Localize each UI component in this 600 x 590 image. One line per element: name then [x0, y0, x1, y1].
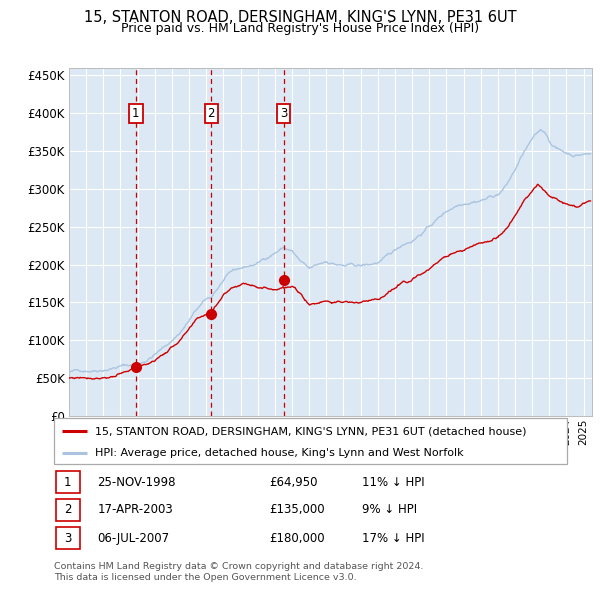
Text: Contains HM Land Registry data © Crown copyright and database right 2024.: Contains HM Land Registry data © Crown c… — [54, 562, 424, 571]
Text: 17-APR-2003: 17-APR-2003 — [98, 503, 173, 516]
Text: 9% ↓ HPI: 9% ↓ HPI — [362, 503, 417, 516]
FancyBboxPatch shape — [56, 527, 80, 549]
Text: 3: 3 — [64, 532, 71, 545]
Text: £135,000: £135,000 — [269, 503, 325, 516]
Text: £180,000: £180,000 — [269, 532, 325, 545]
Text: £64,950: £64,950 — [269, 476, 318, 489]
Text: 11% ↓ HPI: 11% ↓ HPI — [362, 476, 424, 489]
Text: 25-NOV-1998: 25-NOV-1998 — [98, 476, 176, 489]
Text: This data is licensed under the Open Government Licence v3.0.: This data is licensed under the Open Gov… — [54, 573, 356, 582]
Text: 17% ↓ HPI: 17% ↓ HPI — [362, 532, 424, 545]
FancyBboxPatch shape — [56, 499, 80, 520]
Text: 1: 1 — [132, 107, 140, 120]
Text: HPI: Average price, detached house, King's Lynn and West Norfolk: HPI: Average price, detached house, King… — [95, 448, 464, 458]
Text: 1: 1 — [64, 476, 71, 489]
Text: 15, STANTON ROAD, DERSINGHAM, KING'S LYNN, PE31 6UT (detached house): 15, STANTON ROAD, DERSINGHAM, KING'S LYN… — [95, 426, 527, 436]
Text: 2: 2 — [208, 107, 215, 120]
FancyBboxPatch shape — [56, 471, 80, 493]
Text: 15, STANTON ROAD, DERSINGHAM, KING'S LYNN, PE31 6UT: 15, STANTON ROAD, DERSINGHAM, KING'S LYN… — [83, 10, 517, 25]
Text: Price paid vs. HM Land Registry's House Price Index (HPI): Price paid vs. HM Land Registry's House … — [121, 22, 479, 35]
Text: 06-JUL-2007: 06-JUL-2007 — [98, 532, 170, 545]
Text: 3: 3 — [280, 107, 287, 120]
Text: 2: 2 — [64, 503, 71, 516]
